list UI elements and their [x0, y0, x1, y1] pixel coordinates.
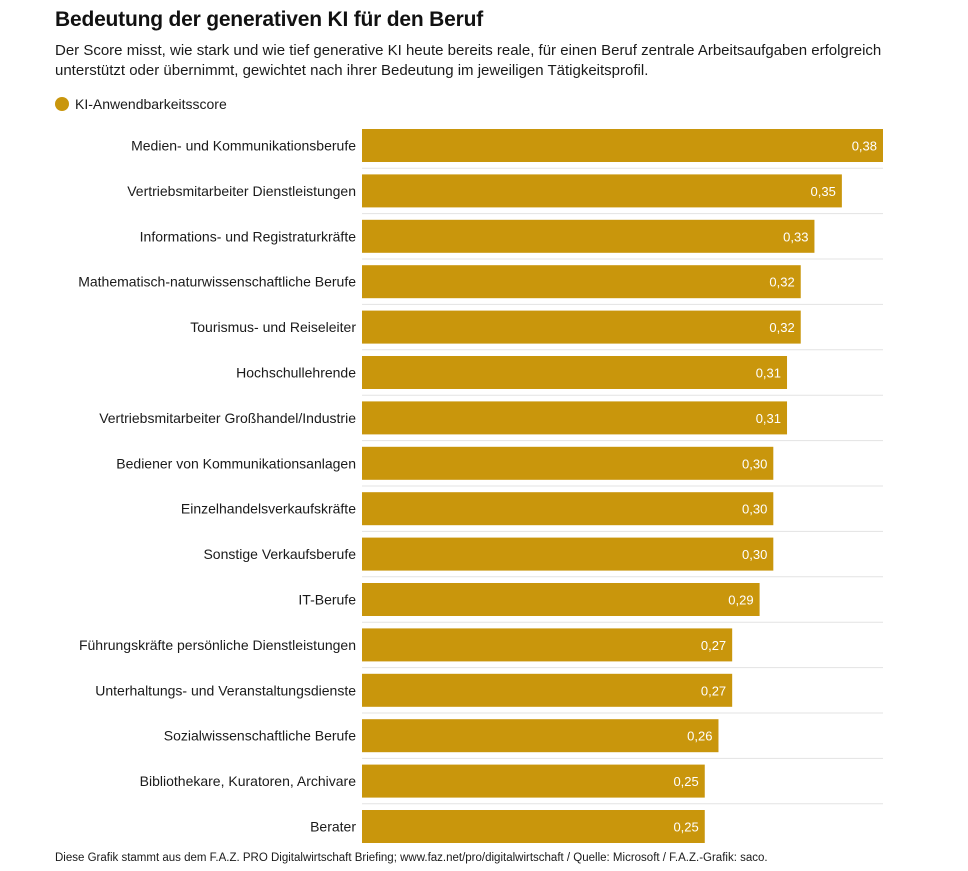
- bar: [362, 129, 883, 162]
- bar: [362, 310, 801, 344]
- data-label: 0,38: [852, 139, 877, 154]
- category-label: Vertriebsmitarbeiter Großhandel/Industri…: [99, 410, 356, 426]
- data-label: 0,31: [756, 366, 781, 381]
- bar: [362, 810, 705, 843]
- data-label: 0,30: [742, 502, 767, 517]
- data-label: 0,30: [742, 456, 767, 471]
- bar: [362, 265, 801, 299]
- category-label: Hochschullehrende: [236, 365, 356, 381]
- bar: [362, 401, 788, 435]
- bar: [362, 537, 774, 571]
- data-label: 0,27: [701, 683, 726, 698]
- bar: [362, 628, 733, 662]
- bar: [362, 583, 760, 616]
- category-label: Bediener von Kommunikationsanlagen: [116, 455, 356, 471]
- category-label: Informations- und Registraturkräfte: [140, 228, 357, 244]
- bar: [362, 219, 815, 253]
- category-label: Führungskräfte persönliche Dienstleistun…: [79, 637, 356, 653]
- bar: [362, 673, 733, 707]
- category-label: Mathematisch-naturwissenschaftliche Beru…: [78, 274, 356, 290]
- data-label: 0,25: [673, 774, 698, 789]
- category-label: Tourismus- und Reiseleiter: [190, 319, 356, 335]
- bar: [362, 719, 719, 753]
- data-label: 0,30: [742, 547, 767, 562]
- bar: [362, 356, 788, 389]
- chart-subtitle: Der Score misst, wie stark und wie tief …: [55, 42, 882, 79]
- bar: [362, 174, 842, 208]
- footer-source: Diese Grafik stammt aus dem F.A.Z. PRO D…: [55, 852, 768, 864]
- bar: [362, 764, 705, 798]
- category-label: Einzelhandelsverkaufskräfte: [181, 501, 356, 517]
- legend-swatch-icon: [55, 97, 69, 111]
- category-label: Medien- und Kommunikationsberufe: [131, 138, 356, 154]
- bar: [362, 492, 774, 526]
- data-label: 0,32: [769, 320, 794, 335]
- chart-title: Bedeutung der generativen KI für den Ber…: [55, 8, 483, 31]
- legend-label: KI-Anwendbarkeitsscore: [75, 96, 227, 112]
- data-label: 0,33: [783, 229, 808, 244]
- bar: [362, 446, 774, 480]
- data-label: 0,29: [728, 593, 753, 608]
- data-label: 0,35: [811, 184, 836, 199]
- category-label: Vertriebsmitarbeiter Dienstleistungen: [127, 183, 356, 199]
- data-label: 0,31: [756, 411, 781, 426]
- category-label: IT-Berufe: [298, 592, 356, 608]
- data-label: 0,26: [687, 729, 712, 744]
- category-label: Sonstige Verkaufsberufe: [203, 546, 356, 562]
- category-label: Berater: [310, 819, 356, 835]
- category-label: Unterhaltungs- und Veranstaltungsdienste: [95, 682, 356, 698]
- legend: KI-Anwendbarkeitsscore: [55, 96, 227, 112]
- category-label: Bibliothekare, Kuratoren, Archivare: [140, 773, 357, 789]
- category-label: Sozialwissenschaftliche Berufe: [164, 728, 356, 744]
- data-label: 0,32: [769, 275, 794, 290]
- data-label: 0,27: [701, 638, 726, 653]
- data-label: 0,25: [673, 820, 698, 835]
